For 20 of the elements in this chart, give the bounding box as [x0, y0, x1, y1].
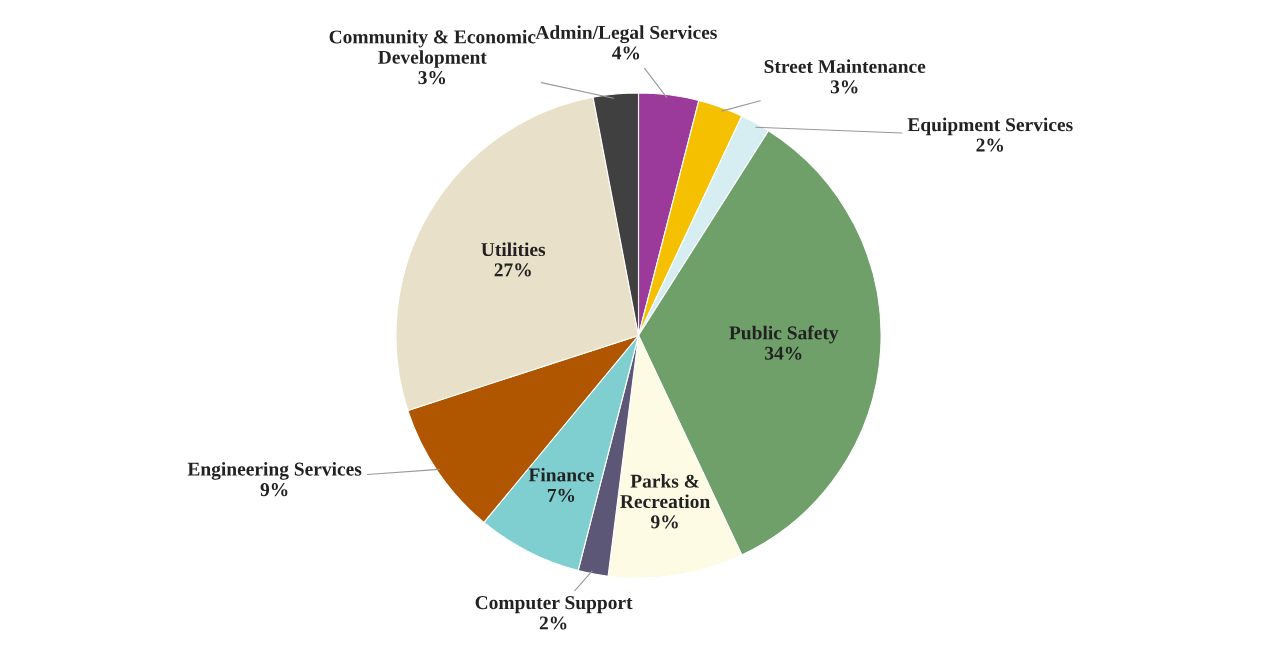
slice-label: Utilities — [481, 242, 546, 257]
slice-label: Computer Support — [475, 596, 633, 614]
slice-label: Engineering Services — [187, 462, 362, 480]
data-label: 7% — [547, 488, 575, 502]
data-label: 27% — [494, 263, 531, 277]
data-label: 3% — [830, 80, 858, 94]
slice-label: Finance — [528, 467, 594, 482]
slice-label: Admin/Legal Services — [535, 25, 717, 44]
data-label: 34% — [765, 346, 802, 360]
data-label: 2% — [976, 138, 1004, 152]
data-label: 9% — [651, 515, 678, 529]
data-label: 4% — [612, 46, 640, 60]
data-label: 3% — [418, 71, 446, 85]
data-label: 9% — [260, 483, 288, 497]
slice-label: Public Safety — [729, 325, 839, 344]
slice-label: Equipment Services — [907, 117, 1073, 136]
slice-label: Street Maintenance — [764, 59, 926, 74]
slice-label: Parks & Recreation — [620, 474, 710, 509]
data-label: 2% — [539, 616, 567, 630]
slice-label: Community & Economic Development — [329, 29, 536, 68]
